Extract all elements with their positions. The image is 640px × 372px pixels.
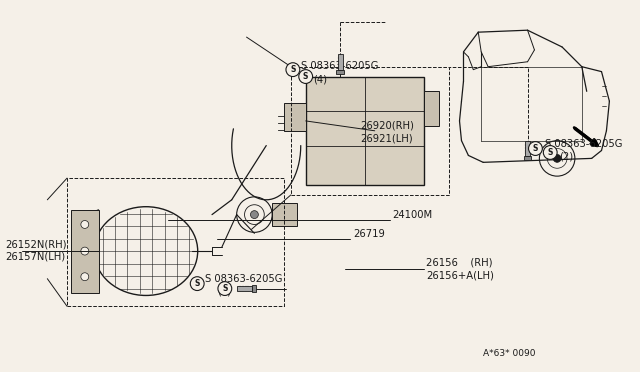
Circle shape [218, 282, 232, 295]
Text: S: S [195, 279, 200, 288]
Circle shape [547, 148, 567, 168]
Text: 26156+A(LH): 26156+A(LH) [426, 271, 494, 281]
Text: S: S [222, 284, 227, 293]
Bar [338, 54, 342, 70]
Text: 26157N(LH): 26157N(LH) [5, 252, 65, 262]
Circle shape [250, 211, 259, 218]
Text: S 08363-6205G: S 08363-6205G [205, 274, 283, 284]
Text: (4): (4) [217, 286, 231, 296]
Bar [525, 141, 530, 156]
Circle shape [299, 70, 312, 83]
Bar [252, 285, 257, 292]
Text: S: S [532, 144, 538, 153]
Bar [67, 178, 284, 306]
Circle shape [244, 205, 264, 224]
Text: 26152N(RH): 26152N(RH) [5, 239, 67, 249]
Text: 24100M: 24100M [392, 209, 433, 219]
Bar [524, 156, 531, 160]
Text: (4): (4) [314, 74, 328, 84]
Text: 26921(LH): 26921(LH) [360, 134, 413, 144]
Text: 26156    (RH): 26156 (RH) [426, 258, 493, 268]
Bar [291, 67, 449, 195]
Text: A*63* 0090: A*63* 0090 [483, 349, 536, 358]
Circle shape [237, 197, 272, 232]
Circle shape [81, 273, 89, 280]
Text: S 08363-6205G: S 08363-6205G [545, 139, 623, 148]
Polygon shape [87, 210, 99, 292]
Circle shape [540, 141, 575, 176]
Circle shape [81, 221, 89, 228]
Circle shape [553, 154, 561, 162]
Text: (2): (2) [559, 151, 573, 161]
Text: S: S [548, 148, 553, 157]
Bar [272, 203, 297, 227]
Circle shape [529, 142, 542, 155]
Circle shape [286, 63, 300, 77]
Text: S: S [290, 65, 296, 74]
Text: 26920(RH): 26920(RH) [360, 121, 414, 131]
Circle shape [543, 145, 557, 159]
Bar [424, 92, 439, 126]
Text: 26719: 26719 [353, 229, 385, 239]
Bar [237, 286, 252, 291]
Ellipse shape [94, 207, 198, 295]
Text: S 08363-6205G: S 08363-6205G [301, 61, 378, 71]
Bar [336, 70, 344, 74]
Bar [306, 77, 424, 185]
Bar [71, 210, 99, 294]
Circle shape [190, 277, 204, 291]
Text: S: S [303, 72, 308, 81]
Circle shape [81, 247, 89, 255]
Bar [284, 103, 306, 131]
